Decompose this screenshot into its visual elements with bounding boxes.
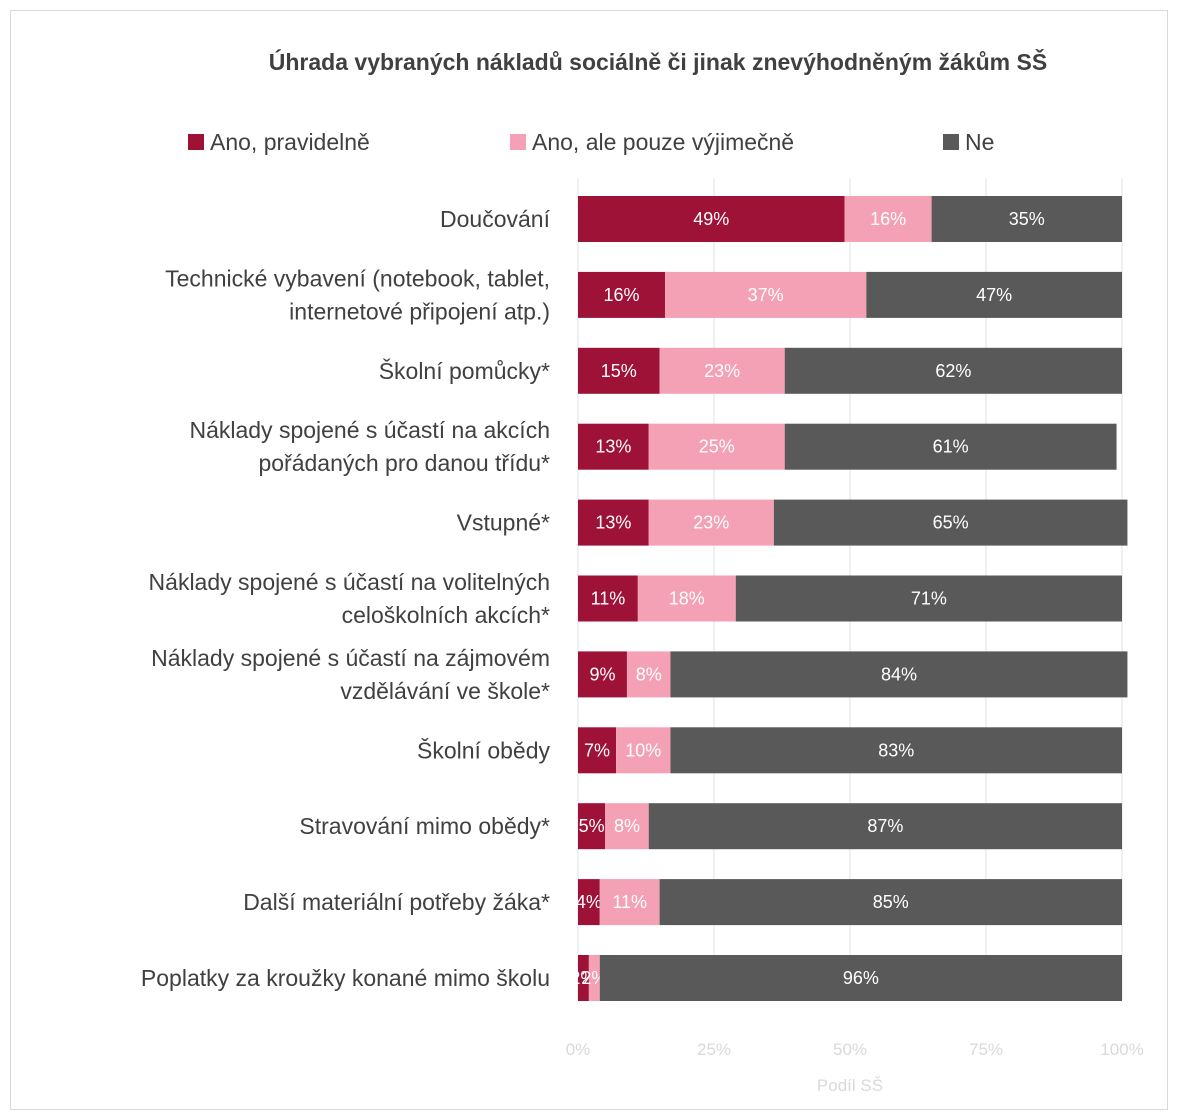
category-label: Školní pomůcky* [379, 357, 550, 384]
chart-title: Úhrada vybraných nákladů sociálně či jin… [269, 48, 1047, 75]
data-label: 13% [595, 513, 631, 533]
x-tick-label: 100% [1100, 1040, 1143, 1059]
data-label: 96% [843, 968, 879, 988]
category-label: Náklady spojené s účastí na zájmovém [151, 645, 550, 671]
bar-segment [637, 575, 736, 622]
data-label: 71% [911, 589, 947, 609]
bar-segment [578, 727, 617, 774]
x-tick-label: 50% [833, 1040, 867, 1059]
data-label: 8% [636, 664, 662, 684]
category-label: internetové připojení atp.) [289, 298, 550, 324]
data-label: 9% [589, 664, 615, 684]
bar-segment [578, 347, 660, 394]
bar-segment [670, 727, 1122, 774]
bar-segment [578, 499, 649, 546]
bar-segment [844, 196, 932, 242]
data-label: 35% [1009, 209, 1045, 229]
bar-segment [599, 879, 660, 926]
bar-segment [578, 955, 589, 1001]
category-label: Technické vybavení (notebook, tablet, [165, 265, 550, 291]
bar-segment [578, 879, 600, 926]
data-label: 61% [933, 437, 969, 457]
data-label: 13% [595, 437, 631, 457]
category-label: Náklady spojené s účastí na volitelných [149, 569, 550, 595]
x-tick-label: 0% [566, 1040, 591, 1059]
bar-segment [665, 271, 867, 318]
bar-segment [784, 423, 1117, 470]
data-label: 4% [576, 892, 602, 912]
legend-label: Ano, ale pouze výjimečně [532, 129, 794, 155]
legend-swatch [510, 134, 526, 150]
x-tick-label: 75% [969, 1040, 1003, 1059]
data-label: 11% [591, 589, 626, 609]
data-label: 11% [612, 892, 647, 912]
bar-segment [605, 803, 649, 850]
category-label: Vstupné* [457, 510, 550, 536]
category-label: pořádaných pro danou třídu* [258, 450, 550, 476]
bar-segment [866, 271, 1122, 318]
bars: 49% 16% 35% 16% 37% 47% 15% 23% 62% 13% 25% 61% 13% 2… [570, 196, 1128, 1001]
category-label: vzdělávání ve škole* [340, 678, 550, 704]
bar-segment [735, 575, 1122, 622]
data-label: 65% [933, 513, 969, 533]
data-label: 5% [579, 816, 605, 836]
bar-segment [648, 423, 785, 470]
data-label: 85% [873, 892, 909, 912]
category-label: celoškolních akcích* [342, 602, 550, 628]
category-label: Poplatky za kroužky konané mimo školu [141, 965, 550, 991]
data-label: 15% [601, 361, 637, 381]
bar-segment [616, 727, 671, 774]
data-label: 83% [878, 740, 914, 760]
legend-label: Ano, pravidelně [210, 129, 370, 155]
data-label: 16% [870, 209, 906, 229]
bar-segment [931, 196, 1122, 242]
bar-segment [659, 347, 785, 394]
category-label: Další materiální potřeby žáka* [243, 889, 550, 915]
x-axis-title: Podíl SŠ [817, 1076, 883, 1095]
bar-segment [578, 575, 638, 622]
bar-segment [648, 499, 774, 546]
data-label: 62% [935, 361, 971, 381]
bar-segment [773, 499, 1128, 546]
data-label: 23% [704, 361, 740, 381]
legend: Ano, pravidelně Ano, ale pouze výjimečně N… [188, 129, 994, 155]
legend-swatch [943, 134, 959, 150]
bar-segment [659, 879, 1122, 926]
legend-swatch [188, 134, 204, 150]
bar-segment [578, 423, 649, 470]
data-label: 84% [881, 664, 917, 684]
bar-segment [578, 803, 606, 850]
bar-segment [670, 651, 1128, 698]
chart-frame [10, 10, 1168, 1110]
bar-segment [784, 347, 1122, 394]
category-labels: Doučování Technické vybavení (notebook, t… [141, 206, 551, 991]
bar-segment [578, 271, 666, 318]
data-label: 87% [867, 816, 903, 836]
bar-segment [626, 651, 671, 698]
category-label: Doučování [440, 206, 551, 232]
category-label: Školní obědy [417, 736, 550, 763]
data-label: 10% [625, 740, 661, 760]
x-tick-label: 25% [697, 1040, 731, 1059]
bar-segment [599, 955, 1122, 1001]
data-label: 16% [604, 285, 640, 305]
bar-segment [578, 196, 845, 242]
data-label: 49% [693, 209, 729, 229]
data-label: 23% [693, 513, 729, 533]
legend-label: Ne [965, 129, 994, 155]
data-label: 18% [669, 589, 705, 609]
bar-segment [648, 803, 1122, 850]
category-label: Stravování mimo obědy* [299, 813, 550, 839]
bar-segment [588, 955, 600, 1001]
data-label: 37% [748, 285, 784, 305]
data-label: 25% [699, 437, 735, 457]
data-label: 7% [584, 740, 610, 760]
category-label: Náklady spojené s účastí na akcích [189, 417, 550, 443]
bar-segment [578, 651, 627, 698]
data-label: 8% [614, 816, 640, 836]
data-label: 47% [976, 285, 1012, 305]
x-axis-ticks: 0% 25% 50% 75% 100% [566, 1040, 1144, 1059]
